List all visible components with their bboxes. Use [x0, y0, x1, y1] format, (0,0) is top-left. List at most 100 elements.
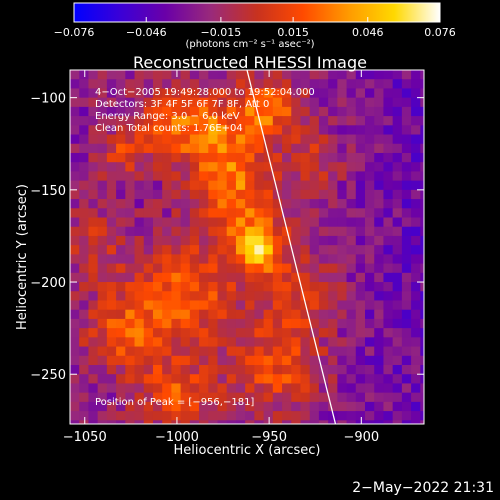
- heatmap-cell: [125, 420, 136, 424]
- heatmap-cell: [97, 143, 108, 154]
- heatmap-cell: [272, 97, 283, 108]
- heatmap-cell: [420, 226, 424, 237]
- heatmap-cell: [282, 143, 292, 154]
- heatmap-cell: [411, 272, 421, 283]
- heatmap-cell: [70, 134, 80, 145]
- heatmap-cell: [411, 328, 421, 338]
- heatmap-cell: [125, 263, 136, 274]
- heatmap-cell: [143, 226, 154, 237]
- heatmap-cell: [355, 401, 366, 412]
- heatmap-cell: [180, 208, 191, 219]
- heatmap-cell: [189, 355, 200, 366]
- heatmap-cell: [365, 365, 375, 375]
- heatmap-cell: [282, 401, 292, 412]
- heatmap-cell: [180, 162, 191, 173]
- heatmap-cell: [217, 282, 228, 292]
- heatmap-cell: [309, 420, 320, 424]
- heatmap-cell: [420, 309, 424, 320]
- heatmap-cell: [365, 199, 375, 209]
- heatmap-cell: [245, 411, 255, 421]
- heatmap-cell: [401, 79, 412, 90]
- heatmap-cell: [152, 337, 163, 348]
- heatmap-cell: [318, 328, 329, 338]
- heatmap-cell: [208, 106, 219, 117]
- heatmap-cell: [152, 217, 163, 228]
- heatmap-cell: [208, 263, 219, 274]
- heatmap-cell: [346, 217, 357, 228]
- heatmap-cell: [245, 143, 255, 154]
- heatmap-cell: [411, 235, 421, 246]
- heatmap-cell: [199, 282, 209, 292]
- heatmap-cell: [134, 309, 145, 320]
- heatmap-cell: [208, 420, 219, 424]
- heatmap-cell: [291, 411, 302, 421]
- heatmap-cell: [134, 328, 145, 338]
- heatmap-cell: [355, 383, 366, 394]
- heatmap-cell: [411, 125, 421, 136]
- heatmap-cell: [162, 374, 173, 385]
- heatmap-cell: [70, 217, 80, 228]
- heatmap-cell: [309, 346, 320, 357]
- heatmap-cell: [374, 134, 385, 145]
- heatmap-cell: [152, 392, 163, 403]
- heatmap-cell: [171, 272, 182, 283]
- heatmap-cell: [134, 411, 145, 421]
- heatmap-cell: [282, 263, 292, 274]
- heatmap-cell: [171, 420, 182, 424]
- heatmap-cell: [152, 355, 163, 366]
- heatmap-cell: [245, 152, 255, 163]
- heatmap-cell: [328, 300, 338, 311]
- heatmap-cell: [180, 411, 191, 421]
- heatmap-cell: [300, 226, 311, 237]
- heatmap-cell: [337, 152, 348, 163]
- heatmap-cell: [217, 318, 228, 329]
- heatmap-cell: [235, 199, 246, 209]
- heatmap-cell: [189, 392, 200, 403]
- heatmap-cell: [355, 346, 366, 357]
- heatmap-cell: [282, 116, 292, 126]
- heatmap-cell: [125, 411, 136, 421]
- heatmap-cell: [162, 245, 173, 255]
- heatmap-cell: [272, 88, 283, 99]
- heatmap-cell: [217, 97, 228, 108]
- colorbar-tick-label: 0.076: [424, 26, 456, 39]
- heatmap-cell: [125, 199, 136, 209]
- heatmap-cell: [263, 217, 274, 228]
- heatmap-cell: [300, 171, 311, 182]
- heatmap-cell: [300, 383, 311, 394]
- heatmap-cell: [189, 374, 200, 385]
- heatmap-cell: [291, 152, 302, 163]
- heatmap-cell: [70, 291, 80, 302]
- heatmap-cell: [106, 291, 117, 302]
- heatmap-cell: [383, 189, 394, 200]
- heatmap-cell: [180, 226, 191, 237]
- heatmap-cell: [346, 309, 357, 320]
- heatmap-cell: [355, 171, 366, 182]
- heatmap-cell: [88, 337, 99, 348]
- heatmap-cell: [411, 392, 421, 403]
- heatmap-cell: [392, 245, 403, 255]
- heatmap-cell: [420, 116, 424, 126]
- heatmap-cell: [420, 374, 424, 385]
- heatmap-cell: [420, 199, 424, 209]
- heatmap-cell: [70, 152, 80, 163]
- heatmap-cell: [235, 282, 246, 292]
- heatmap-cell: [318, 97, 329, 108]
- heatmap-cell: [208, 134, 219, 145]
- heatmap-cell: [143, 254, 154, 265]
- heatmap-cell: [143, 97, 154, 108]
- heatmap-cell: [337, 79, 348, 90]
- heatmap-cell: [355, 300, 366, 311]
- heatmap-cell: [152, 383, 163, 394]
- heatmap-cell: [125, 272, 136, 283]
- heatmap-cell: [309, 272, 320, 283]
- heatmap-cell: [180, 79, 191, 90]
- heatmap-cell: [134, 116, 145, 126]
- heatmap-cell: [328, 79, 338, 90]
- heatmap-cell: [328, 282, 338, 292]
- heatmap-cell: [365, 392, 375, 403]
- heatmap-cell: [125, 365, 136, 375]
- heatmap-cell: [328, 346, 338, 357]
- heatmap-cell: [162, 272, 173, 283]
- heatmap-cell: [217, 235, 228, 246]
